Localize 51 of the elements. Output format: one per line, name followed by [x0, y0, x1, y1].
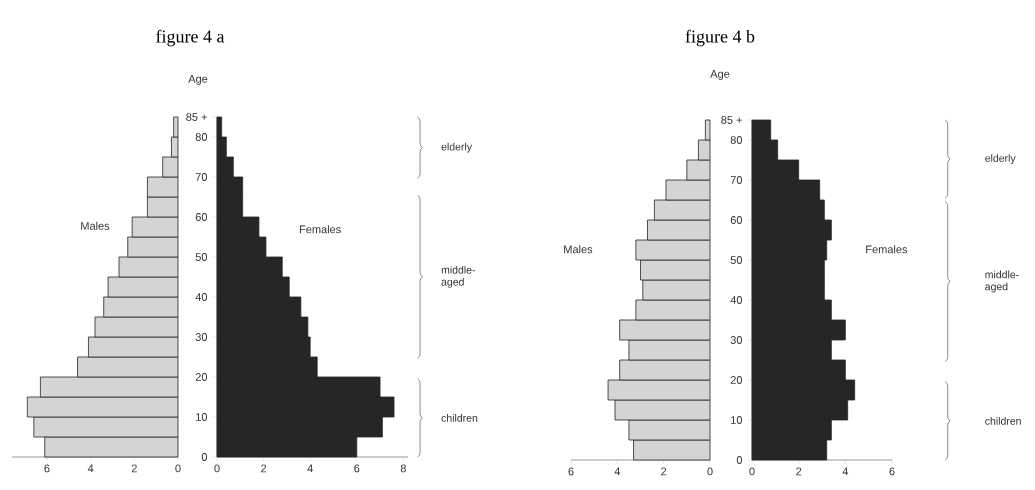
y-tick-label: 85 + — [186, 113, 207, 121]
x-tick-label: 6 — [44, 464, 50, 473]
x-tick-label: 4 — [87, 464, 94, 473]
x-tick-label: 6 — [568, 467, 574, 476]
x-tick-label: 2 — [261, 464, 267, 473]
y-tick-label: 20 — [195, 373, 208, 381]
text: elderly — [441, 142, 472, 153]
y-tick-label: 60 — [195, 213, 208, 221]
x-tick-label: 0 — [749, 467, 755, 476]
chart-title: figure 4 b — [685, 29, 755, 47]
y-tick-label: 40 — [195, 293, 208, 301]
y-tick-label: 50 — [730, 256, 743, 264]
chart-title: figure 4 a — [156, 29, 225, 47]
x-tick-label: 2 — [796, 467, 802, 476]
y-tick-label: 85 + — [721, 116, 742, 124]
x-tick-label: 4 — [842, 467, 849, 476]
y-tick-label: 80 — [195, 133, 208, 141]
y-tick-label: 0 — [201, 453, 208, 461]
y-tick-label: 30 — [195, 333, 208, 341]
x-tick-label: 4 — [307, 464, 313, 473]
text: children — [985, 417, 1021, 425]
y-tick-label: 10 — [731, 416, 743, 424]
y-tick-label: 40 — [730, 296, 743, 304]
y-tick-label: 20 — [730, 376, 743, 384]
text: elderly — [985, 154, 1016, 164]
y-tick-label: 0 — [736, 456, 743, 464]
y-tick-label: 50 — [195, 253, 208, 261]
text: middle-aged — [985, 270, 1019, 293]
x-tick-label: 0 — [175, 464, 181, 473]
y-tick-label: 70 — [195, 173, 208, 181]
y-tick-label: 30 — [730, 336, 743, 344]
y-tick-label: 70 — [730, 176, 743, 184]
y-tick-label: 80 — [730, 136, 743, 144]
text: Females — [299, 225, 341, 234]
text: Males — [564, 245, 593, 254]
x-tick-label: 2 — [661, 467, 667, 476]
series-label: Males — [81, 221, 110, 230]
x-tick-label: 4 — [614, 467, 621, 476]
x-tick-label: 2 — [131, 464, 137, 473]
x-tick-label: 0 — [214, 464, 220, 473]
y-tick-label: 60 — [730, 216, 743, 224]
text: Females — [866, 245, 908, 254]
x-tick-label: 6 — [889, 467, 895, 476]
x-tick-label: 0 — [707, 467, 713, 476]
text: children — [441, 414, 478, 422]
y-axis-title: Age — [188, 75, 208, 85]
y-tick-label: 10 — [196, 413, 208, 421]
y-axis-title: Age — [710, 70, 730, 80]
x-tick-label: 6 — [354, 464, 360, 473]
text: middle-aged — [441, 265, 476, 288]
x-tick-label: 8 — [400, 464, 406, 473]
